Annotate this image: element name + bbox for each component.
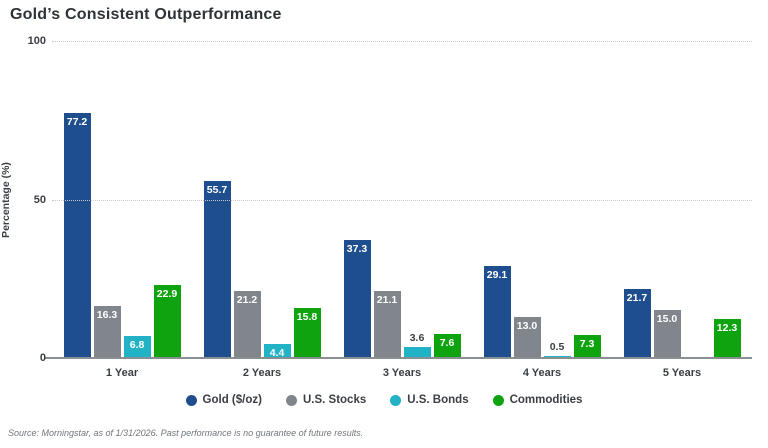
bar-value-label: 7.6 xyxy=(439,336,455,349)
y-tick-label-0: 0 xyxy=(39,352,46,364)
bar-commodities: 15.8 xyxy=(293,307,321,358)
bar-value-label: 55.7 xyxy=(206,184,228,197)
y-tick-label-50: 50 xyxy=(33,193,46,206)
bar-value-label: 0.5 xyxy=(549,341,565,354)
bar-value-label: 13.0 xyxy=(516,319,538,332)
x-axis-label: 1 Year xyxy=(105,367,139,379)
bar-groups: 77.2 16.3 6.8 22.9 1 Year 55.7 21.2 4.4 15.8 2 Ye… xyxy=(52,41,752,379)
legend-label: Commodities xyxy=(509,394,583,406)
bar-value-label: 16.3 xyxy=(96,309,118,322)
bar-commodities: 12.3 xyxy=(713,319,741,358)
y-tick-label-100: 100 xyxy=(27,35,46,47)
bar-gold-oz-: 55.7 xyxy=(203,181,231,358)
bar-group-4-years: 29.1 13.0 0.5 7.3 4 Years xyxy=(483,41,601,379)
bar-group-5-years: 21.7 15.0 12.3 5 Years xyxy=(623,41,741,379)
bar-u-s-stocks: 21.2 xyxy=(233,290,261,358)
legend-label: Gold ($/oz) xyxy=(202,394,262,406)
legend-item-u-s-bonds: U.S. Bonds xyxy=(390,394,469,406)
bar-group-1-year: 77.2 16.3 6.8 22.9 1 Year xyxy=(63,41,181,379)
bar-value-label: 6.8 xyxy=(129,339,145,352)
legend-dot-icon xyxy=(185,394,197,406)
bar-commodities: 7.6 xyxy=(433,333,461,358)
x-axis-baseline xyxy=(44,357,752,359)
x-axis-label: 3 Years xyxy=(382,367,422,379)
legend-dot-icon xyxy=(492,394,504,406)
bar-u-s-bonds: 6.8 xyxy=(123,336,151,358)
bar-gold-oz-: 29.1 xyxy=(483,265,511,358)
legend-item-commodities: Commodities xyxy=(492,394,583,406)
bar-value-label: 21.1 xyxy=(376,294,398,307)
bar-commodities: 7.3 xyxy=(573,334,601,358)
bar-group-3-years: 37.3 21.1 3.6 7.6 3 Years xyxy=(343,41,461,379)
bar-value-label: 15.8 xyxy=(296,310,318,323)
bar-value-label: 12.3 xyxy=(716,322,738,335)
bar-value-label: 15.0 xyxy=(656,313,678,326)
legend-dot-icon xyxy=(390,394,402,406)
bar-gold-oz-: 21.7 xyxy=(623,289,651,358)
gridline-50 xyxy=(52,199,752,201)
bar-u-s-stocks: 16.3 xyxy=(93,306,121,358)
x-axis-label: 4 Years xyxy=(522,367,562,379)
bar-u-s-stocks: 15.0 xyxy=(653,310,681,358)
legend-label: U.S. Bonds xyxy=(407,394,469,406)
legend-item-gold-oz-: Gold ($/oz) xyxy=(185,394,262,406)
legend-item-u-s-stocks: U.S. Stocks xyxy=(285,394,367,406)
x-axis-label: 2 Years xyxy=(242,367,282,379)
bar-group-2-years: 55.7 21.2 4.4 15.8 2 Years xyxy=(203,41,321,379)
source-note: Source: Morningstar, as of 1/31/2026. Pa… xyxy=(8,428,364,438)
plot-area: 77.2 16.3 6.8 22.9 1 Year 55.7 21.2 4.4 15.8 2 Ye… xyxy=(28,35,752,379)
bar-value-label: 7.3 xyxy=(579,337,595,350)
bar-value-label: 3.6 xyxy=(409,331,425,344)
bar-u-s-bonds: 3.6 xyxy=(403,332,431,358)
legend-label: U.S. Stocks xyxy=(302,394,367,406)
x-axis-label: 5 Years xyxy=(662,367,702,379)
bar-value-label: 4.4 xyxy=(269,347,285,360)
bar-commodities: 22.9 xyxy=(153,285,181,358)
gridline-100 xyxy=(52,41,752,42)
bar-value-label: 29.1 xyxy=(486,268,508,281)
bar-value-label: 22.9 xyxy=(156,288,178,301)
bar-gold-oz-: 37.3 xyxy=(343,239,371,358)
bar-u-s-stocks: 13.0 xyxy=(513,316,541,358)
bar-value-label: 21.2 xyxy=(236,293,258,306)
bar-value-label: 77.2 xyxy=(66,116,88,129)
chart-title: Gold’s Consistent Outperformance xyxy=(10,6,282,23)
bar-value-label: 21.7 xyxy=(626,292,648,305)
bar-gold-oz-: 77.2 xyxy=(63,113,91,358)
bar-u-s-stocks: 21.1 xyxy=(373,291,401,358)
legend: Gold ($/oz) U.S. Stocks U.S. Bonds Commodit… xyxy=(0,394,768,406)
bar-u-s-bonds: 4.4 xyxy=(263,344,291,360)
legend-dot-icon xyxy=(285,394,297,406)
bar-value-label: 37.3 xyxy=(346,242,368,255)
